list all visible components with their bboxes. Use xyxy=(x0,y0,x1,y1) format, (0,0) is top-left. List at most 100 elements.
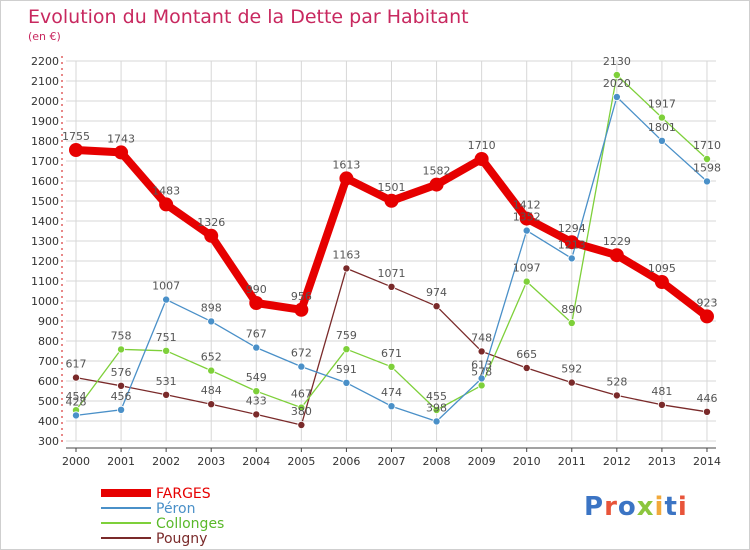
y-tick-label: 600 xyxy=(38,375,59,388)
data-label: 531 xyxy=(156,375,177,388)
data-labels: 1755 1743 1483 1326 990 956 1613 1501 1582 1710 14… xyxy=(62,55,721,418)
x-tick-label: 2001 xyxy=(107,455,135,468)
data-label: 446 xyxy=(696,392,717,405)
x-tick-label: 2006 xyxy=(332,455,360,468)
data-point xyxy=(342,345,351,354)
data-label: 578 xyxy=(471,365,492,378)
data-point xyxy=(699,309,714,324)
data-label: 1352 xyxy=(513,211,541,224)
data-label: 454 xyxy=(66,390,87,403)
data-label: 2020 xyxy=(603,77,631,90)
data-point xyxy=(567,318,576,327)
x-tick-label: 2010 xyxy=(513,455,541,468)
data-label: 1007 xyxy=(152,280,180,293)
y-tick-label: 1100 xyxy=(31,275,59,288)
x-tick-label: 2009 xyxy=(468,455,496,468)
x-tick-label: 2005 xyxy=(287,455,315,468)
logo-letter: x xyxy=(636,492,655,522)
data-label: 428 xyxy=(66,395,87,408)
data-label: 1710 xyxy=(693,139,721,152)
data-label: 671 xyxy=(381,347,402,360)
data-label: 672 xyxy=(291,347,312,360)
data-label: 1412 xyxy=(513,199,541,212)
data-label: 576 xyxy=(111,366,132,379)
y-tick-label: 1500 xyxy=(31,195,59,208)
y-tick-label: 900 xyxy=(38,315,59,328)
x-tick-label: 2012 xyxy=(603,455,631,468)
data-label: 455 xyxy=(426,390,447,403)
data-point xyxy=(117,345,126,354)
data-label: 1163 xyxy=(332,248,360,261)
data-label: 1229 xyxy=(603,235,631,248)
x-tick-label: 2013 xyxy=(648,455,676,468)
chart-title: Evolution du Montant de la Dette par Hab… xyxy=(28,6,469,28)
y-tick-label: 1700 xyxy=(31,155,59,168)
data-point xyxy=(162,295,171,304)
x-tick-label: 2007 xyxy=(377,455,405,468)
x-tick-label: 2004 xyxy=(242,455,270,468)
data-point xyxy=(612,391,621,400)
y-tick-label: 2000 xyxy=(31,95,59,108)
data-point xyxy=(477,381,486,390)
logo-letter: r xyxy=(604,492,618,522)
data-point xyxy=(159,197,174,212)
data-label: 380 xyxy=(291,405,312,418)
data-point xyxy=(657,113,666,122)
data-point xyxy=(657,136,666,145)
data-point xyxy=(384,193,399,208)
data-point xyxy=(207,400,216,409)
data-label: 591 xyxy=(336,363,357,376)
data-label: 1582 xyxy=(423,165,451,178)
data-label: 748 xyxy=(471,331,492,344)
data-label: 1294 xyxy=(558,222,586,235)
logo-letter: o xyxy=(617,492,637,522)
logo-letter: i xyxy=(677,492,688,522)
data-point xyxy=(162,346,171,355)
legend-label-pougny: Pougny xyxy=(156,531,207,547)
data-point xyxy=(294,302,309,317)
data-label: 652 xyxy=(201,351,222,364)
data-label: 758 xyxy=(111,329,132,342)
data-point xyxy=(162,390,171,399)
data-label: 767 xyxy=(246,328,267,341)
y-tick-label: 2200 xyxy=(31,55,59,68)
data-point xyxy=(342,378,351,387)
y-tick-label: 700 xyxy=(38,355,59,368)
data-label: 1095 xyxy=(648,262,676,275)
y-tick-label: 1600 xyxy=(31,175,59,188)
data-point xyxy=(249,296,264,310)
data-label: 467 xyxy=(291,388,312,401)
data-point xyxy=(432,405,441,414)
y-tick-label: 1800 xyxy=(31,135,59,148)
data-point xyxy=(387,362,396,371)
data-label: 898 xyxy=(201,301,222,314)
data-point xyxy=(522,277,531,286)
data-point xyxy=(654,275,669,289)
y-tick-label: 2100 xyxy=(31,75,59,88)
data-point xyxy=(297,420,306,429)
data-label: 956 xyxy=(291,290,312,303)
data-label: 592 xyxy=(561,363,582,376)
y-tick-label: 1000 xyxy=(31,295,59,308)
data-label: 433 xyxy=(246,394,267,407)
data-point xyxy=(609,248,624,263)
y-tick-label: 1900 xyxy=(31,115,59,128)
data-label: 474 xyxy=(381,386,402,399)
data-point xyxy=(72,411,81,420)
data-point xyxy=(72,373,81,382)
data-label: 549 xyxy=(246,371,267,384)
data-point xyxy=(657,400,666,409)
data-point xyxy=(477,374,486,383)
y-tick-label: 500 xyxy=(38,395,59,408)
data-label: 528 xyxy=(606,375,627,388)
data-point xyxy=(522,363,531,372)
data-label: 1917 xyxy=(648,98,676,111)
y-tick-label: 800 xyxy=(38,335,59,348)
data-label: 484 xyxy=(201,384,222,397)
data-label: 751 xyxy=(156,331,177,344)
data-label: 923 xyxy=(696,296,717,309)
data-label: 1613 xyxy=(332,158,360,171)
